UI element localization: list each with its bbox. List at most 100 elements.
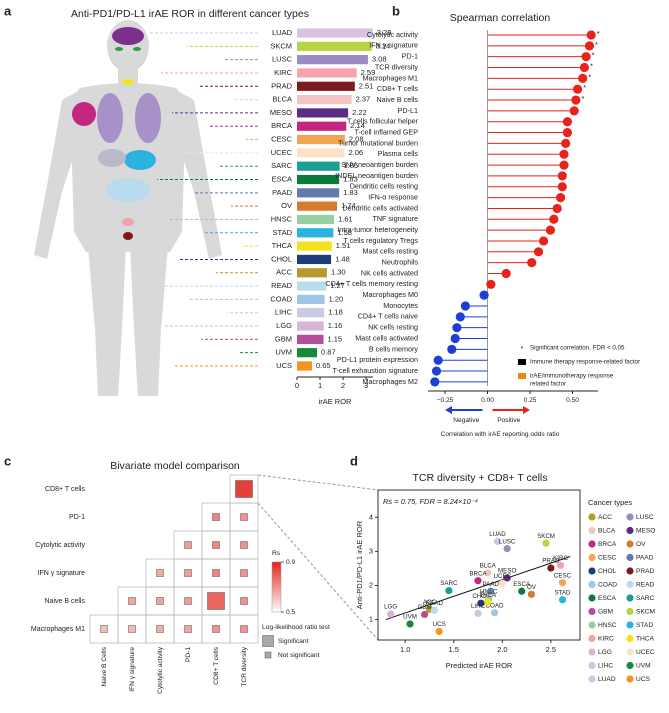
label-box — [259, 320, 295, 332]
dot — [450, 333, 460, 344]
point — [558, 596, 567, 604]
label-box — [259, 307, 295, 319]
dot — [447, 344, 457, 354]
bar — [297, 55, 368, 65]
label-box — [259, 360, 295, 372]
legend-marker — [626, 621, 634, 629]
legend-label: related factor — [530, 381, 566, 388]
x-axis-title: Predicted irAE ROR — [446, 661, 513, 670]
feature-label: Naive B cells — [376, 95, 418, 104]
colorbar-title: Rs — [272, 550, 281, 557]
legend-label: UVM — [636, 662, 651, 669]
label-box — [259, 347, 295, 359]
colorbar-tick-label: 0.5 — [286, 609, 295, 616]
body-silhouette — [34, 20, 222, 396]
dot — [545, 225, 556, 235]
value-label: 2.37 — [356, 95, 371, 104]
organ — [115, 47, 123, 51]
label-box — [259, 174, 295, 186]
legend-label: STAD — [636, 622, 653, 629]
colorbar-tick-label: 0.9 — [286, 559, 295, 566]
point-label: BLCA — [480, 562, 497, 569]
legend-title: Cancer types — [588, 498, 632, 507]
category-label: GBM — [275, 334, 292, 343]
value-label: 1.16 — [328, 321, 343, 330]
feature-label: Mast cells resting — [362, 247, 418, 256]
point-label: READ — [426, 600, 444, 607]
value-label: 1.18 — [328, 308, 343, 317]
point — [503, 545, 511, 553]
feature-label: NK cells activated — [361, 268, 418, 277]
x-tick-label: 0 — [295, 381, 299, 390]
legend-label: LUAD — [598, 676, 616, 683]
point — [477, 599, 485, 607]
legend-label: Significant correlation, FDR < 0.05 — [530, 345, 625, 352]
row-label: PD-1 — [69, 514, 85, 521]
organ — [122, 79, 134, 85]
legend-label: READ — [636, 581, 655, 588]
feature-label: T cells regulatory Tregs — [343, 236, 418, 245]
organ — [112, 27, 144, 45]
heatmap-square — [240, 541, 248, 549]
row-label: CD8+ T cells — [45, 486, 86, 493]
x-tick-label: 1 — [318, 381, 322, 390]
significance-mark: * — [595, 40, 598, 49]
bar — [297, 308, 325, 318]
bar — [297, 28, 373, 38]
dot — [569, 106, 579, 116]
category-label: READ — [271, 281, 292, 290]
x-tick-label: 0.25 — [524, 397, 537, 404]
chart-title: Spearman correlation — [450, 12, 551, 24]
point — [487, 587, 495, 595]
category-label: HNSC — [271, 214, 293, 223]
legend-marker — [588, 540, 596, 548]
label-box — [259, 280, 295, 292]
category-label: ESCA — [272, 175, 292, 184]
dot — [579, 62, 590, 73]
value-label: 1.83 — [343, 188, 358, 197]
category-label: SARC — [271, 161, 292, 170]
bar — [297, 41, 372, 51]
category-label: KIRC — [274, 68, 293, 77]
arrow-head — [445, 406, 452, 414]
legend-symbol: * — [521, 344, 524, 353]
value-label: 2.22 — [352, 108, 367, 117]
row-label: Cytolytic activity — [35, 542, 85, 549]
category-label: LGG — [276, 321, 292, 330]
bar — [297, 81, 355, 91]
category-label: COAD — [270, 294, 292, 303]
dot — [573, 84, 583, 94]
value-label: 1.48 — [335, 254, 350, 263]
row-label: Macrophages M1 — [31, 626, 85, 633]
point-label: GBM — [418, 604, 432, 611]
point — [490, 609, 499, 617]
point — [498, 579, 506, 588]
heatmap-square — [240, 569, 248, 577]
bar — [297, 254, 332, 265]
organ — [72, 102, 96, 126]
x-tick-label: −0.25 — [437, 397, 454, 404]
heatmap-square — [240, 597, 248, 605]
bar — [297, 241, 332, 251]
panel-label: d — [350, 453, 358, 468]
legend-marker — [626, 540, 634, 548]
value-label: 1.30 — [331, 268, 346, 277]
organ — [133, 47, 141, 51]
feature-label: Monocytes — [383, 301, 418, 310]
legend-marker — [626, 513, 634, 521]
dot — [486, 279, 496, 289]
y-tick-label: 3 — [369, 546, 373, 555]
point — [493, 537, 502, 546]
point — [558, 579, 567, 587]
annotation: Rs = 0.75, FDR = 8.24×10⁻⁴ — [383, 497, 478, 506]
label-box — [259, 120, 295, 132]
legend-marker — [626, 675, 634, 683]
legend-marker — [626, 580, 634, 589]
legend-swatch — [264, 651, 272, 659]
organ — [98, 149, 126, 167]
point — [435, 627, 443, 636]
dot — [586, 30, 596, 40]
label-box — [259, 240, 295, 252]
column-label: CD8+ T cells — [213, 646, 220, 684]
